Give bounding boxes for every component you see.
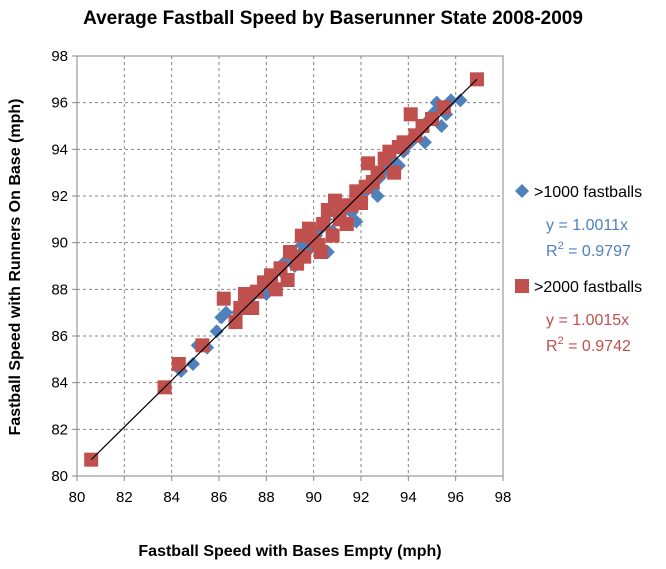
data-point-square <box>216 291 231 306</box>
data-point-square <box>436 100 451 115</box>
r-squared-superscript: 2 <box>558 335 564 347</box>
data-point-square <box>387 165 402 180</box>
y-tick-label: 82 <box>51 421 68 438</box>
legend-marker-diamond <box>515 184 529 198</box>
y-tick-label: 94 <box>51 141 68 158</box>
x-axis-title: Fastball Speed with Bases Empty (mph) <box>138 543 441 560</box>
data-point-square <box>425 112 439 126</box>
data-point-square <box>403 107 418 122</box>
x-tick-label: 82 <box>116 489 133 506</box>
data-point-square <box>273 261 288 276</box>
r-squared-superscript: 2 <box>558 240 564 252</box>
y-tick-label: 86 <box>51 328 68 345</box>
x-tick-label: 92 <box>353 489 370 506</box>
r-squared-series-2: R2 = 0.9742 <box>546 335 631 355</box>
data-point-square <box>233 301 248 315</box>
data-point-square <box>370 165 385 180</box>
data-point-diamond <box>453 93 468 108</box>
chart-title: Average Fastball Speed by Baserunner Sta… <box>83 8 583 29</box>
plot-area-frame <box>76 55 504 477</box>
data-point-square <box>297 249 312 264</box>
data-point-square <box>280 273 295 287</box>
data-point-square <box>245 301 260 315</box>
legend-marker-square <box>515 279 529 293</box>
y-tick-label: 90 <box>51 235 68 252</box>
data-point-diamond <box>370 189 385 203</box>
y-tick-label: 88 <box>51 281 68 298</box>
data-point-square <box>339 217 354 231</box>
axis-ticks: 80 82 84 86 88 90 92 94 96 98 80 82 84 86 88 90 92 94 96 98 <box>51 48 511 506</box>
data-point-square <box>325 228 340 243</box>
y-tick-label: 96 <box>51 95 68 112</box>
data-point-square <box>171 357 186 371</box>
legend-label-series-1: >1000 fastballs <box>534 184 642 201</box>
data-point-square <box>195 338 210 353</box>
r-squared-label: R <box>546 338 558 355</box>
r-squared-value: = 0.9742 <box>564 338 631 355</box>
x-tick-label: 90 <box>305 489 322 506</box>
x-tick-label: 98 <box>495 489 512 506</box>
data-point-square <box>283 245 297 259</box>
data-points <box>84 72 484 467</box>
data-point-square <box>313 245 328 259</box>
data-point-diamond <box>209 324 224 339</box>
x-tick-label: 86 <box>211 489 228 506</box>
y-tick-label: 92 <box>51 188 68 205</box>
r-squared-value: = 0.9797 <box>564 243 631 260</box>
x-tick-label: 94 <box>400 489 417 506</box>
y-tick-label: 80 <box>51 468 68 485</box>
legend: >1000 fastballs y = 1.0011x R2 = 0.9797 … <box>515 184 642 355</box>
legend-label-series-2: >2000 fastballs <box>534 279 642 296</box>
data-point-square <box>228 315 243 329</box>
data-point-square <box>354 196 368 210</box>
y-tick-label: 84 <box>51 375 68 392</box>
data-point-square <box>238 287 253 301</box>
x-tick-label: 84 <box>163 489 180 506</box>
y-tick-label: 98 <box>51 48 68 65</box>
x-tick-label: 80 <box>69 489 86 506</box>
data-point-square <box>268 282 283 297</box>
y-axis-title: Fastball Speed with Runners On Base (mph… <box>7 99 24 436</box>
r-squared-label: R <box>546 243 558 260</box>
r-squared-series-1: R2 = 0.9797 <box>546 240 631 260</box>
data-point-square <box>301 221 316 236</box>
x-tick-label: 96 <box>447 489 464 506</box>
equation-series-2: y = 1.0015x <box>546 312 629 329</box>
trendline <box>90 78 478 461</box>
equation-series-1: y = 1.0011x <box>546 217 628 234</box>
x-tick-label: 88 <box>258 489 275 506</box>
data-point-square <box>396 135 411 150</box>
data-point-diamond <box>185 357 200 371</box>
